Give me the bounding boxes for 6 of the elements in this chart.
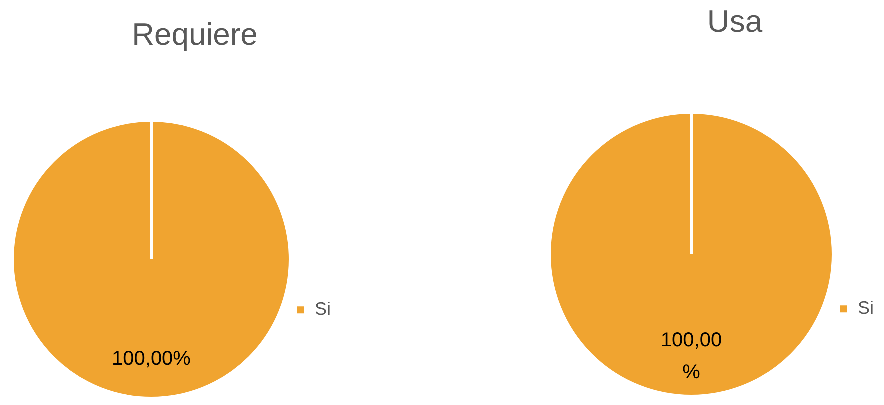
chart-title: Usa	[707, 4, 763, 40]
data-label: 100,00%	[660, 329, 722, 384]
legend-label: Si	[314, 299, 332, 320]
data-label: 100,00%	[112, 348, 192, 370]
legend-label: Si	[858, 298, 874, 318]
chart-title: Requiere	[132, 16, 258, 52]
